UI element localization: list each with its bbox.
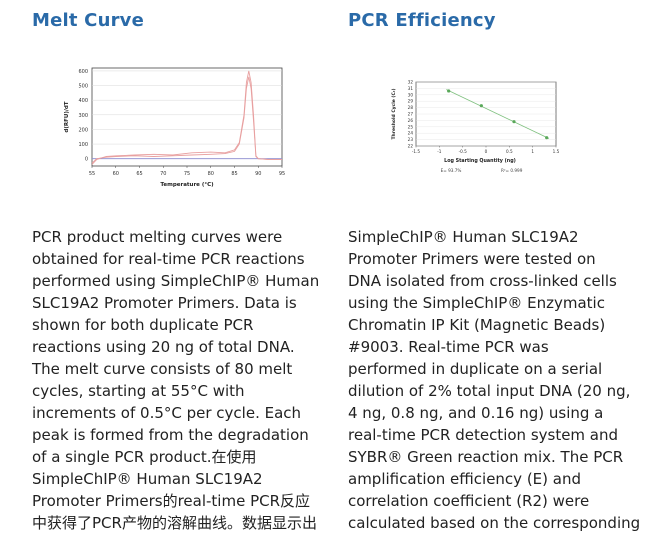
melt-curve-description: PCR product melting curves were obtained… bbox=[32, 228, 320, 532]
melt-series-line-2 bbox=[91, 76, 282, 164]
melt-curve-chart: 0 100 200 300 400 500 600 55 60 65 70 75 80 85 90 95 d(R… bbox=[64, 67, 285, 188]
melt-x-tick-label: 60 bbox=[113, 171, 119, 177]
pcr-r2-label: R²= 0.999 bbox=[501, 168, 523, 173]
pcr-x-tick-label: 1 bbox=[531, 149, 534, 154]
pcr-y-tick-label: 28 bbox=[408, 105, 414, 110]
pcr-y-tick-label: 23 bbox=[408, 137, 414, 142]
melt-y-axis-label: d(RFU)/dT bbox=[64, 101, 70, 132]
melt-x-axis-label: Temperature (°C) bbox=[160, 182, 214, 188]
pcr-y-tick-label: 31 bbox=[408, 86, 414, 91]
melt-y-tick-label: 0 bbox=[85, 157, 88, 163]
pcr-x-tick-label: -1.5 bbox=[412, 149, 421, 154]
pcr-y-tick-label: 22 bbox=[408, 144, 414, 149]
pcr-y-tick-label: 24 bbox=[408, 131, 414, 136]
pcr-fit-line bbox=[446, 89, 550, 139]
pcr-y-axis-label: Threshold Cycle (Cₜ) bbox=[391, 88, 397, 139]
pcr-x-tick-label: 0 bbox=[485, 149, 488, 154]
melt-y-tick-label: 500 bbox=[78, 84, 88, 90]
melt-y-tick-label: 600 bbox=[78, 69, 88, 75]
melt-x-tick-label: 80 bbox=[208, 171, 214, 177]
pcr-x-tick-label: 1.5 bbox=[553, 149, 560, 154]
pcr-y-tick-label: 29 bbox=[408, 99, 414, 104]
melt-x-tick-label: 85 bbox=[231, 171, 237, 177]
pcr-y-tick-label: 26 bbox=[408, 118, 414, 123]
melt-x-tick-label: 70 bbox=[160, 171, 166, 177]
melt-y-tick-label: 300 bbox=[78, 113, 88, 119]
pcr-y-tick-label: 30 bbox=[408, 92, 414, 97]
pcr-efficiency-description: SimpleChIP® Human SLC19A2 Promoter Prime… bbox=[348, 228, 641, 532]
pcr-x-axis-label: Log Starting Quantity (ng) bbox=[444, 158, 516, 164]
melt-curve-heading: Melt Curve bbox=[32, 10, 145, 31]
pcr-efficiency-heading: PCR Efficiency bbox=[348, 10, 496, 31]
pcr-y-tick-label: 25 bbox=[408, 124, 414, 129]
pcr-efficiency-label: E= 93.7% bbox=[441, 168, 462, 173]
melt-x-tick-label: 90 bbox=[255, 171, 261, 177]
pcr-x-tick-label: -0.5 bbox=[459, 149, 468, 154]
melt-x-tick-label: 75 bbox=[184, 171, 190, 177]
melt-x-tick-label: 65 bbox=[136, 171, 142, 177]
melt-y-tick-label: 400 bbox=[78, 98, 88, 104]
pcr-data-point bbox=[545, 136, 549, 140]
pcr-y-tick-label: 27 bbox=[408, 112, 414, 117]
pcr-x-tick-label: 0.5 bbox=[506, 149, 513, 154]
pcr-data-point bbox=[447, 89, 451, 93]
melt-x-tick-label: 95 bbox=[279, 171, 285, 177]
pcr-data-point bbox=[512, 120, 516, 124]
melt-y-tick-label: 100 bbox=[78, 142, 88, 148]
melt-y-tick-label: 200 bbox=[78, 127, 88, 133]
pcr-x-tick-label: -1 bbox=[437, 149, 442, 154]
pcr-data-point bbox=[479, 104, 483, 108]
melt-x-tick-label: 55 bbox=[89, 171, 95, 177]
pcr-y-tick-label: 32 bbox=[408, 80, 414, 85]
